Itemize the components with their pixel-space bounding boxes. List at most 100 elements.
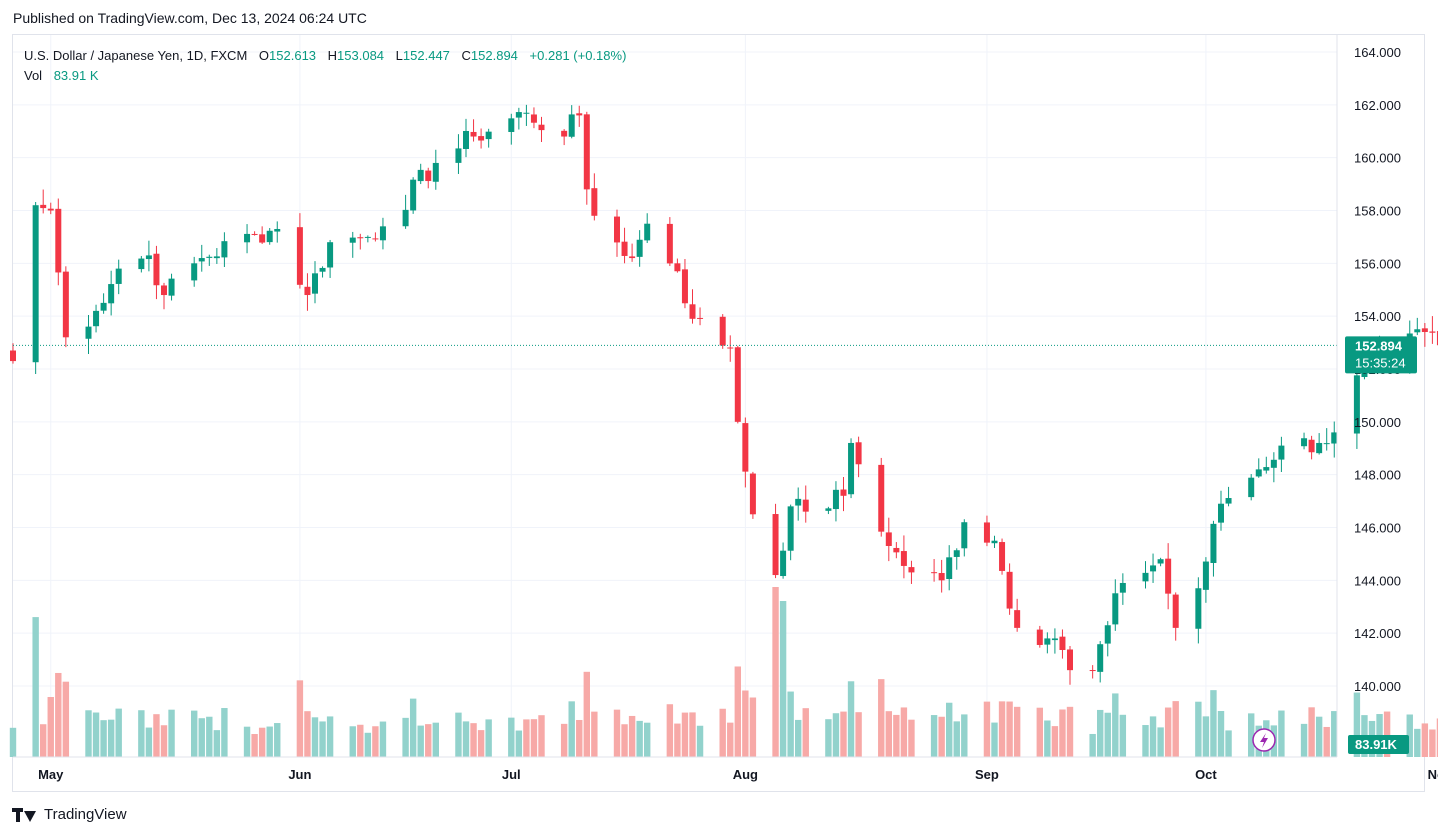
- volume-bar: [221, 708, 228, 757]
- volume-bar: [900, 707, 908, 757]
- symbol-legend: U.S. Dollar / Japanese Yen, 1D, FXCM O15…: [24, 46, 628, 86]
- volume-bar: [689, 712, 696, 757]
- candle-body: [780, 550, 787, 577]
- volume-bar: [206, 716, 213, 757]
- candle-body: [749, 473, 756, 515]
- candle-body: [583, 114, 590, 190]
- volume-bar: [455, 712, 462, 757]
- volume-bar: [998, 701, 1006, 757]
- volume-bar: [470, 723, 477, 757]
- candle-body: [1014, 610, 1021, 628]
- volume-bar: [417, 725, 424, 757]
- candle-body: [296, 227, 303, 285]
- volume-bar: [1066, 706, 1074, 757]
- volume-bar: [462, 721, 470, 757]
- y-tick-label: 150.000: [1354, 415, 1401, 430]
- volume-bar: [55, 672, 62, 757]
- candle-body: [1142, 572, 1149, 582]
- candle-body: [719, 316, 726, 346]
- volume-bar: [1044, 720, 1051, 757]
- candle-body: [953, 550, 960, 557]
- candle-body: [55, 208, 62, 273]
- candle-body: [1331, 432, 1338, 444]
- candle-body: [938, 573, 945, 581]
- tradingview-logo-icon: [12, 807, 38, 822]
- volume-bar: [115, 708, 122, 757]
- candle-body: [327, 242, 334, 268]
- candle-body: [983, 522, 990, 543]
- candle-body: [138, 258, 145, 270]
- candle-body: [1119, 582, 1126, 593]
- volume-bar: [1202, 716, 1210, 757]
- candle-body: [1195, 588, 1202, 629]
- time-axis: MayJunJulAugSepOctNovDec23: [13, 756, 1438, 782]
- volume-bar: [515, 730, 523, 757]
- candle-body: [1157, 559, 1164, 564]
- volume-bar: [636, 720, 643, 757]
- candle-body: [274, 228, 281, 232]
- chart-frame[interactable]: [12, 34, 1425, 792]
- x-tick-label: Aug: [733, 767, 758, 782]
- candle-body: [1218, 503, 1224, 523]
- volume-bar: [319, 721, 326, 757]
- candle-body: [198, 258, 205, 262]
- volume-bar: [696, 725, 704, 757]
- candle-body: [153, 253, 160, 286]
- candle-body: [1044, 638, 1051, 645]
- volume-bar: [530, 719, 538, 757]
- lightning-icon: [1252, 728, 1276, 752]
- volume-label: Vol: [24, 68, 43, 83]
- volume-bar: [1383, 711, 1391, 757]
- candle-body: [93, 310, 100, 327]
- y-tick-label: 156.000: [1354, 256, 1401, 271]
- volume-bar: [983, 701, 991, 757]
- legend-line-2: Vol 83.91 K: [24, 66, 628, 86]
- candle-body: [772, 514, 779, 576]
- volume-bar: [1353, 692, 1361, 757]
- candle-body: [168, 278, 175, 296]
- candle-body: [674, 263, 681, 272]
- candle-body: [1316, 442, 1323, 454]
- candle-body: [191, 263, 198, 281]
- close-value: 152.894: [470, 48, 518, 63]
- candle-body: [508, 118, 515, 132]
- volume-bar: [878, 679, 885, 757]
- candle-body: [1308, 439, 1315, 453]
- candle-body: [1421, 328, 1428, 333]
- volume-bar: [1436, 718, 1438, 757]
- candle-body: [878, 464, 885, 532]
- candle-body: [304, 286, 311, 296]
- volume-bar: [1006, 701, 1013, 757]
- volume-bar: [191, 710, 198, 757]
- candle-body: [644, 223, 651, 241]
- y-tick-label: 146.000: [1354, 521, 1401, 536]
- candle-body: [1036, 629, 1043, 645]
- volume-bar: [1414, 728, 1421, 757]
- tradingview-brand: TradingView: [44, 806, 127, 823]
- candle-body: [244, 233, 251, 243]
- volume-bar: [213, 730, 221, 757]
- candle-body: [885, 532, 892, 546]
- volume-bar: [508, 717, 515, 757]
- candle-body: [1323, 443, 1330, 445]
- x-tick-label: Sep: [975, 767, 999, 782]
- candle-body: [538, 124, 545, 131]
- candle-body: [1414, 329, 1421, 333]
- volume-bar: [946, 702, 953, 757]
- tradingview-footer[interactable]: TradingView: [12, 806, 127, 823]
- volume-bar: [734, 666, 741, 757]
- candle-body: [85, 326, 92, 339]
- volume-bar: [893, 714, 900, 757]
- candle-body: [1255, 469, 1262, 477]
- x-tick-label: May: [38, 767, 64, 782]
- x-tick-label: Jul: [502, 767, 521, 782]
- volume-bar: [523, 719, 530, 757]
- candle-body: [425, 170, 432, 182]
- candle-body: [900, 551, 907, 566]
- candle-body: [1301, 438, 1308, 447]
- volume-bar: [100, 720, 107, 757]
- candle-body: [908, 567, 915, 573]
- volume-bar: [1195, 701, 1202, 757]
- candle-body: [455, 148, 462, 163]
